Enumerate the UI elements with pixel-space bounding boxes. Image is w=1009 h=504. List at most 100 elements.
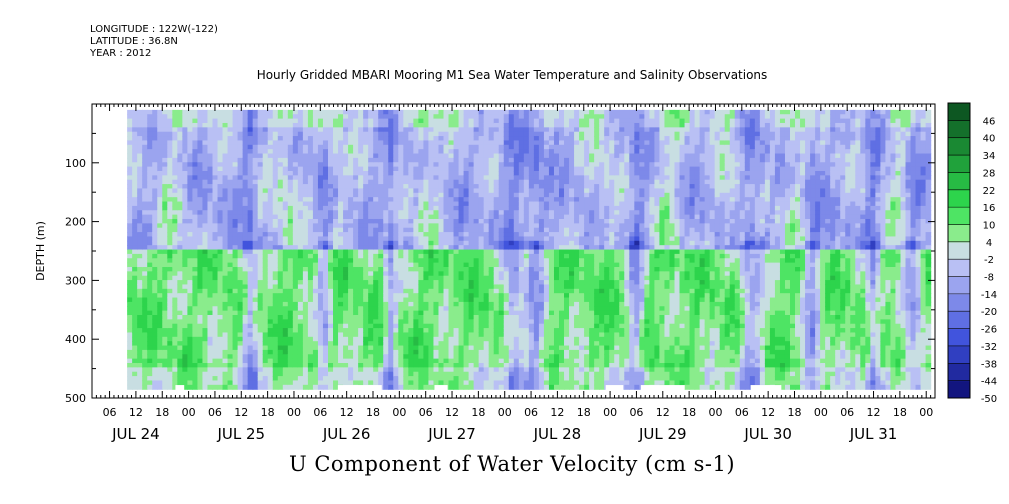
heatmap-cell xyxy=(443,380,450,386)
heatmap-cell xyxy=(343,288,349,294)
heatmap-cell xyxy=(338,301,344,307)
heatmap-cell xyxy=(207,358,214,364)
heatmap-cell xyxy=(383,301,389,307)
heatmap-cell xyxy=(418,232,425,238)
heatmap-cell xyxy=(292,266,299,272)
heatmap-cell xyxy=(398,314,404,320)
heatmap-cell xyxy=(403,280,409,286)
heatmap-cell xyxy=(197,332,204,338)
heatmap-cell xyxy=(317,336,324,342)
heatmap-cell xyxy=(202,236,209,242)
heatmap-cell xyxy=(403,240,409,246)
heatmap-cell xyxy=(338,210,344,216)
heatmap-cell xyxy=(177,306,183,312)
heatmap-cell xyxy=(348,323,354,329)
heatmap-cell xyxy=(328,306,334,312)
heatmap-cell xyxy=(408,354,414,360)
heatmap-cell xyxy=(353,280,359,286)
heatmap-cell xyxy=(292,319,299,325)
heatmap-cell xyxy=(478,258,485,264)
heatmap-cell xyxy=(478,144,485,150)
heatmap-cell xyxy=(358,153,364,159)
heatmap-cell xyxy=(202,358,209,364)
heatmap-cell xyxy=(478,262,485,268)
heatmap-cell xyxy=(378,118,384,124)
heatmap-cell xyxy=(338,153,344,159)
heatmap-cell xyxy=(428,109,435,115)
heatmap-cell xyxy=(217,367,224,373)
heatmap-cell xyxy=(333,157,339,163)
heatmap-cell xyxy=(468,293,475,299)
heatmap-cell xyxy=(317,271,324,277)
heatmap-cell xyxy=(292,358,299,364)
heatmap-cell xyxy=(322,175,329,181)
heatmap-cell xyxy=(147,275,153,281)
heatmap-cell xyxy=(333,114,339,120)
heatmap-cell xyxy=(378,341,384,347)
heatmap-cell xyxy=(147,240,153,246)
heatmap-cell xyxy=(277,227,284,233)
heatmap-cell xyxy=(132,170,138,176)
heatmap-cell xyxy=(338,284,344,290)
heatmap-cell xyxy=(403,149,409,155)
heatmap-cell xyxy=(322,118,329,124)
heatmap-cell xyxy=(162,288,168,294)
heatmap-cell xyxy=(272,349,279,355)
heatmap-cell xyxy=(307,328,314,334)
heatmap-cell xyxy=(252,345,259,351)
heatmap-cell xyxy=(333,201,339,207)
heatmap-cell xyxy=(358,149,364,155)
heatmap-cell xyxy=(187,227,194,233)
heatmap-cell xyxy=(393,122,399,128)
heatmap-cell xyxy=(498,266,505,272)
heatmap-cell xyxy=(458,332,465,338)
heatmap-cell xyxy=(287,354,294,360)
heatmap-cell xyxy=(378,245,384,251)
heatmap-cell xyxy=(162,258,168,264)
heatmap-cell xyxy=(478,245,485,251)
heatmap-cell xyxy=(498,328,505,334)
heatmap-cell xyxy=(252,266,259,272)
heatmap-cell xyxy=(343,358,349,364)
heatmap-cell xyxy=(438,162,445,168)
heatmap-cell xyxy=(172,131,178,137)
heatmap-cell xyxy=(503,297,510,303)
heatmap-cell xyxy=(307,179,314,185)
heatmap-cell xyxy=(237,336,244,342)
heatmap-cell xyxy=(292,223,299,229)
heatmap-cell xyxy=(438,136,445,142)
heatmap-cell xyxy=(277,284,284,290)
heatmap-cell xyxy=(302,245,309,251)
heatmap-cell xyxy=(498,301,505,307)
heatmap-cell xyxy=(192,114,199,120)
heatmap-cell xyxy=(453,179,460,185)
heatmap-cell xyxy=(383,153,389,159)
heatmap-cell xyxy=(333,153,339,159)
heatmap-cell xyxy=(383,371,389,377)
heatmap-cell xyxy=(217,314,224,320)
heatmap-cell xyxy=(227,214,234,220)
heatmap-cell xyxy=(363,328,369,334)
heatmap-cell xyxy=(433,280,440,286)
heatmap-cell xyxy=(418,258,425,264)
heatmap-cell xyxy=(137,371,143,377)
heatmap-cell xyxy=(272,367,279,373)
heatmap-cell xyxy=(328,310,334,316)
heatmap-cell xyxy=(483,210,490,216)
heatmap-cell xyxy=(413,258,419,264)
heatmap-cell xyxy=(513,354,520,360)
heatmap-cell xyxy=(127,288,133,294)
heatmap-cell xyxy=(142,127,148,133)
heatmap-cell xyxy=(162,253,168,259)
heatmap-cell xyxy=(483,345,490,351)
heatmap-cell xyxy=(162,188,168,194)
heatmap-cell xyxy=(292,297,299,303)
heatmap-cell xyxy=(307,109,314,115)
heatmap-cell xyxy=(513,349,520,355)
heatmap-cell xyxy=(137,253,143,259)
heatmap-cell xyxy=(202,306,209,312)
heatmap-cell xyxy=(237,166,244,172)
heatmap-cell xyxy=(202,293,209,299)
heatmap-cell xyxy=(162,249,168,255)
heatmap-cell xyxy=(222,118,229,124)
